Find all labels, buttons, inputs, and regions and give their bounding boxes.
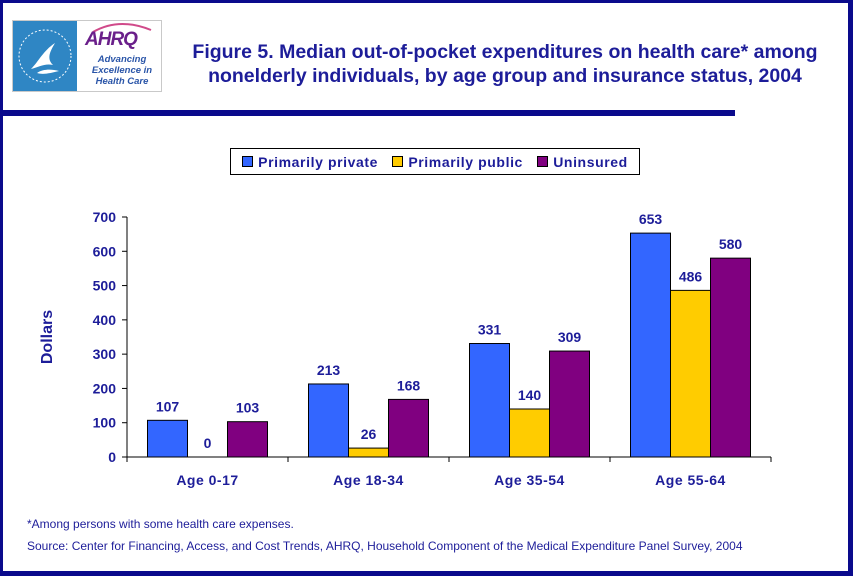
y-tick-label: 0	[108, 449, 116, 465]
ahrq-arc-icon	[92, 23, 152, 33]
bar-primarily-public	[348, 447, 389, 458]
title-rule	[0, 110, 735, 116]
data-label: 103	[236, 400, 260, 416]
y-tick-label: 300	[93, 346, 117, 362]
legend-label-uninsured: Uninsured	[553, 153, 628, 170]
x-category-label: Age 35-54	[494, 472, 565, 488]
data-label: 107	[156, 398, 180, 414]
bar-primarily-private	[469, 343, 510, 458]
x-category-label: Age 18-34	[333, 472, 404, 488]
y-tick-label: 700	[93, 209, 117, 225]
ahrq-logo: AHRQ Advancing Excellence in Health Care	[79, 21, 161, 91]
data-label: 213	[317, 362, 341, 378]
data-label: 309	[558, 329, 582, 345]
data-label: 331	[478, 322, 502, 338]
legend: Primarily private Primarily public Unins…	[230, 148, 640, 175]
y-axis-label: Dollars	[39, 310, 56, 364]
legend-item-public: Primarily public	[392, 154, 523, 170]
bar-uninsured	[227, 421, 268, 458]
data-label: 168	[397, 377, 421, 393]
bar-primarily-private	[308, 383, 349, 458]
bar-uninsured	[710, 257, 751, 458]
y-tick-label: 100	[93, 415, 117, 431]
bar-primarily-public	[670, 289, 711, 458]
ahrq-tagline: Advancing Excellence in Health Care	[91, 54, 153, 87]
data-label: 580	[719, 236, 743, 252]
x-category-label: Age 0-17	[176, 472, 238, 488]
source-note: Source: Center for Financing, Access, an…	[27, 539, 743, 553]
legend-swatch-private	[242, 156, 254, 167]
legend-label-private: Primarily private	[258, 153, 379, 170]
chart-title: Figure 5. Median out-of-pocket expenditu…	[192, 41, 818, 87]
y-tick-label: 500	[93, 278, 117, 294]
bar-primarily-private	[147, 419, 188, 458]
legend-swatch-public	[392, 156, 404, 167]
legend-label-public: Primarily public	[408, 153, 523, 170]
data-label: 486	[679, 268, 703, 284]
y-tick-label: 200	[93, 380, 117, 396]
bar-primarily-public	[509, 408, 550, 458]
legend-swatch-uninsured	[537, 156, 549, 167]
footnote: *Among persons with some health care exp…	[27, 517, 294, 531]
hhs-eagle-icon	[18, 29, 72, 83]
y-tick-label: 600	[93, 243, 117, 259]
logo-block: AHRQ Advancing Excellence in Health Care	[12, 20, 162, 92]
hhs-logo	[13, 21, 77, 91]
ahrq-wordmark: AHRQ	[85, 29, 138, 50]
data-label: 26	[361, 426, 377, 442]
bar-primarily-private	[630, 232, 671, 458]
y-tick-label: 400	[93, 312, 117, 328]
figure-frame	[3, 3, 848, 571]
bar-uninsured	[549, 350, 590, 458]
data-label: 140	[518, 387, 542, 403]
x-category-label: Age 55-64	[655, 472, 726, 488]
data-label: 653	[639, 211, 663, 227]
legend-item-private: Primarily private	[242, 154, 378, 170]
bar-uninsured	[388, 398, 429, 458]
data-label: 0	[204, 435, 212, 451]
legend-item-uninsured: Uninsured	[537, 154, 628, 170]
